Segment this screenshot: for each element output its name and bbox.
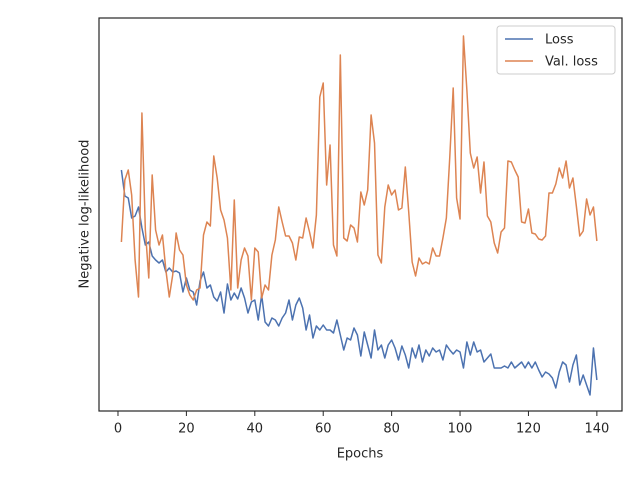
plot-frame: [98, 17, 623, 412]
x-tick-label: 20: [178, 422, 195, 437]
line-series: [120, 35, 598, 301]
x-tick-label: 140: [584, 422, 609, 437]
x-axis-label: Epochs: [337, 447, 384, 462]
x-tick-label: 80: [383, 422, 400, 437]
y-axis-label: Negative log-likelihood: [78, 140, 93, 289]
line-series: [120, 169, 598, 396]
legend-box: [496, 25, 616, 75]
legend-label: Loss: [545, 33, 574, 48]
x-tick-label: 60: [315, 422, 332, 437]
legend-label: Val. loss: [545, 55, 598, 70]
x-tick-label: 120: [516, 422, 541, 437]
x-tick-label: 100: [448, 422, 473, 437]
x-tick-label: 40: [247, 422, 264, 437]
x-tick-label: 0: [114, 422, 122, 437]
